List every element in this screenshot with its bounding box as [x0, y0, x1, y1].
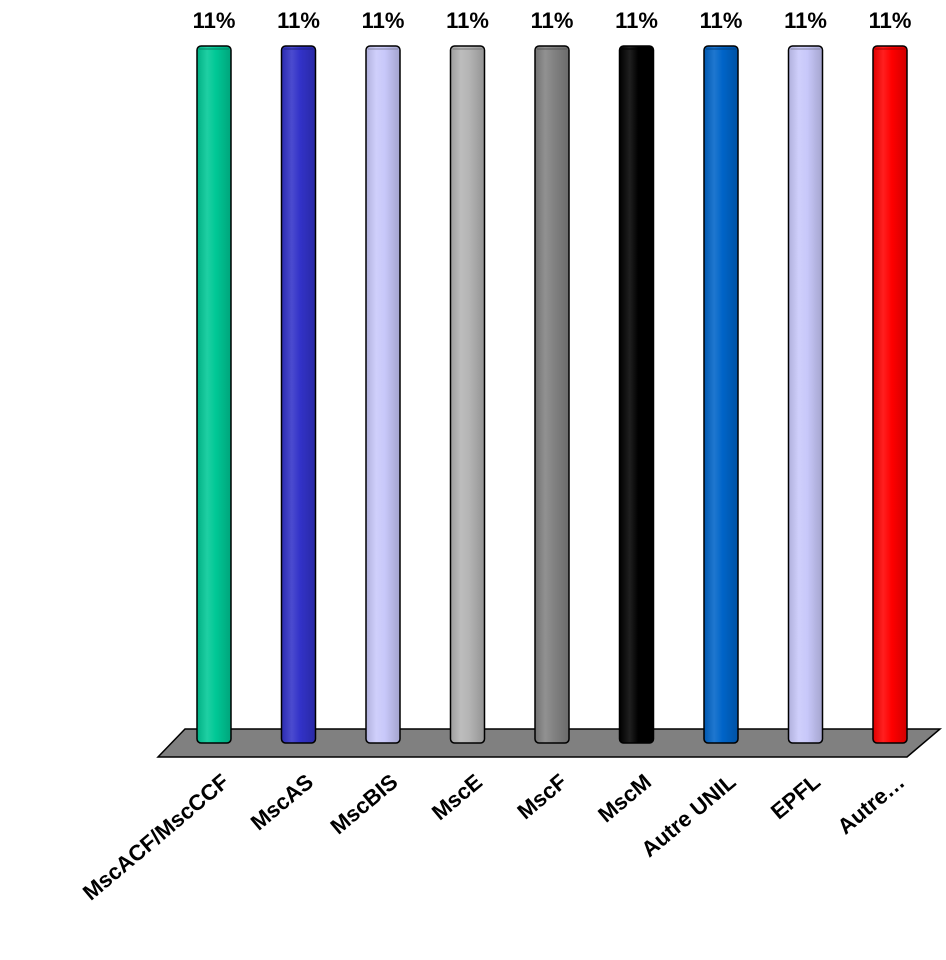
category-label-2: MscBIS	[326, 769, 403, 839]
value-label-5: 11%	[615, 8, 658, 33]
bar-7	[787, 45, 824, 744]
value-label-8: 11%	[869, 8, 912, 33]
category-label-0: MscACF/MscCCF	[78, 769, 234, 905]
value-labels-group: 11% 11% 11% 11% 11% 11% 11% 11% 11%	[193, 8, 912, 33]
category-label-3: MscE	[427, 769, 487, 825]
category-label-7: EPFL	[766, 769, 825, 824]
category-label-8: Autre…	[833, 769, 910, 839]
bars-group	[196, 45, 908, 744]
value-label-0: 11%	[193, 8, 236, 33]
bar-3	[449, 45, 486, 744]
category-label-4: MscF	[512, 769, 571, 824]
value-label-6: 11%	[700, 8, 743, 33]
category-label-6: Autre UNIL	[636, 769, 740, 862]
value-label-3: 11%	[446, 8, 489, 33]
category-labels-group: MscACF/MscCCF MscAS MscBIS MscE MscF MscMAutr…	[78, 769, 910, 905]
value-label-7: 11%	[784, 8, 827, 33]
bar-6	[703, 45, 739, 744]
bar-4	[534, 45, 570, 744]
category-label-1: MscAS	[246, 769, 318, 835]
category-label-5: MscM	[593, 769, 656, 827]
bar-1	[280, 45, 317, 744]
value-label-2: 11%	[362, 8, 405, 33]
value-label-1: 11%	[277, 8, 320, 33]
bar-2	[365, 45, 401, 744]
bar-8	[872, 45, 908, 744]
bar-0	[196, 45, 232, 744]
value-label-4: 11%	[531, 8, 574, 33]
bar-5	[618, 45, 655, 744]
